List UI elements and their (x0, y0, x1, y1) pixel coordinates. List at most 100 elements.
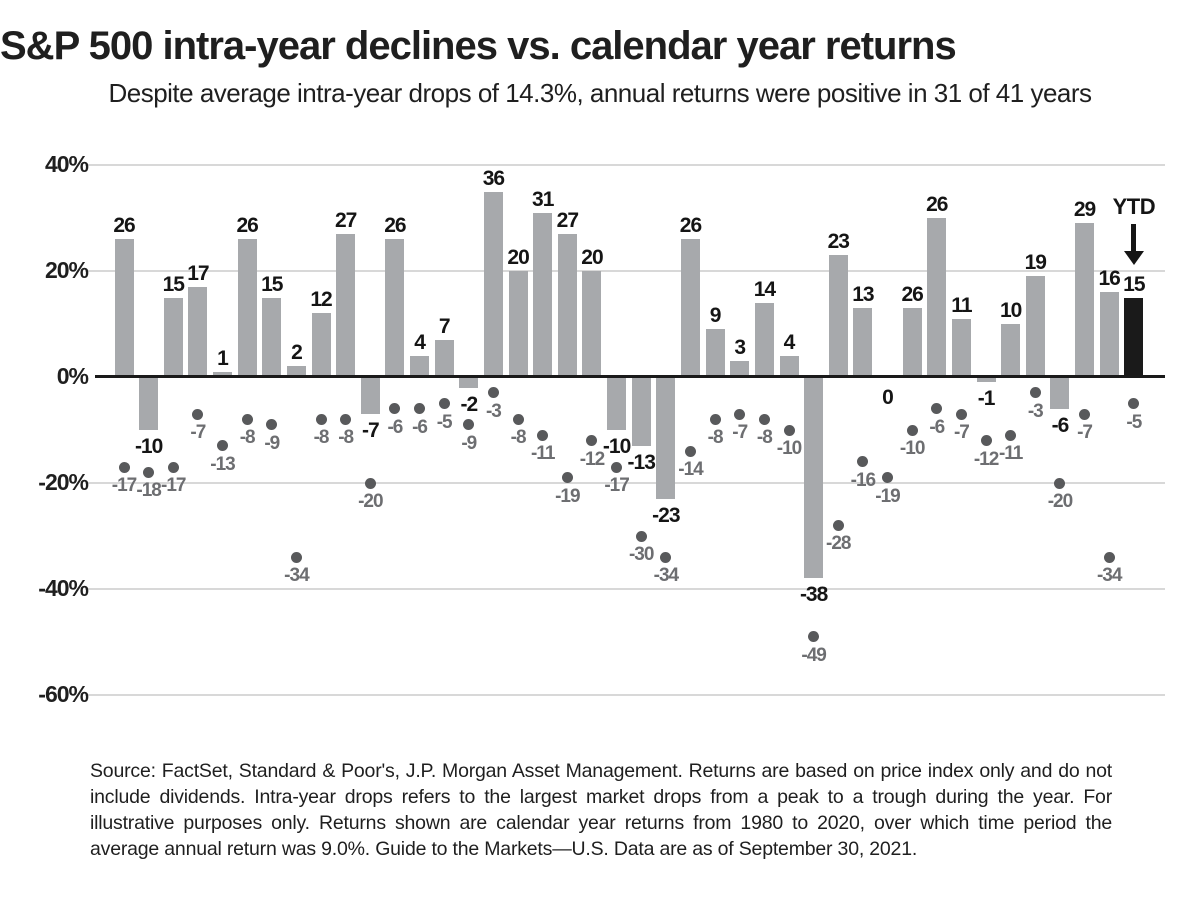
intra-year-decline-dot (487, 387, 499, 399)
intra-year-decline-dot (241, 413, 253, 425)
return-bar (410, 355, 430, 377)
decline-value-label: -19 (875, 485, 900, 507)
bar-value-label: 3 (734, 336, 746, 360)
return-bar (163, 297, 183, 377)
bar-value-label: 36 (482, 166, 505, 190)
intra-year-decline-dot (266, 419, 278, 431)
intra-year-decline-dot (118, 461, 130, 473)
return-bar (582, 271, 602, 377)
intra-year-decline-dot (931, 403, 943, 415)
decline-value-label: -7 (190, 422, 206, 444)
bar-value-label: -23 (652, 503, 680, 527)
bar-value-label: 26 (236, 214, 258, 238)
bar-value-label: 7 (438, 314, 451, 338)
decline-value-label: -20 (358, 491, 383, 512)
decline-value-label: -18 (136, 480, 161, 502)
decline-value-label: -34 (284, 565, 309, 587)
return-bar (508, 271, 528, 377)
bar-value-label: 15 (1123, 272, 1145, 296)
return-bar (705, 329, 725, 377)
intra-year-decline-dot (808, 631, 820, 643)
intra-year-decline-dot (414, 403, 426, 415)
return-bar (237, 239, 257, 377)
return-bar (607, 377, 627, 430)
return-bar (804, 377, 824, 579)
decline-value-label: -8 (756, 427, 773, 449)
intra-year-decline-dot (758, 413, 770, 425)
bar-value-label: 27 (556, 208, 579, 232)
decline-value-label: -13 (210, 453, 235, 475)
page-subtitle: Despite average intra-year drops of 14.3… (108, 78, 1092, 108)
bar-value-label: 12 (310, 288, 332, 312)
y-axis-tick-label: -20% (38, 469, 89, 495)
bar-value-label: 17 (187, 261, 209, 285)
return-bar (656, 377, 676, 499)
intra-year-decline-dot (389, 403, 401, 415)
intra-year-decline-dot (537, 429, 549, 441)
y-gridline (85, 588, 1165, 590)
intra-year-decline-dot (832, 519, 844, 531)
return-bar (262, 297, 282, 377)
return-bar (385, 239, 405, 377)
bar-value-label: 10 (999, 299, 1022, 322)
bar-value-label: 2 (291, 341, 303, 365)
return-bar (434, 339, 454, 377)
decline-value-label: -49 (801, 644, 826, 666)
return-bar (311, 313, 331, 377)
y-gridline (85, 482, 1165, 484)
intra-year-decline-dot (438, 398, 450, 409)
bar-value-label: 26 (679, 214, 702, 238)
decline-value-label: -30 (628, 544, 654, 565)
bar-value-label: 4 (414, 330, 426, 354)
page-title: S&P 500 intra-year declines vs. calendar… (0, 24, 957, 68)
intra-year-decline-dot (684, 445, 696, 457)
return-bar (631, 377, 651, 446)
intra-year-decline-dot (217, 440, 229, 452)
intra-year-decline-dot (635, 530, 647, 542)
return-bar (1025, 276, 1045, 377)
intra-year-decline-dot (1079, 408, 1091, 420)
intra-year-decline-dot (143, 466, 155, 478)
y-axis-tick-label: 20% (44, 257, 89, 283)
decline-value-label: -12 (973, 448, 999, 470)
bar-value-label: -6 (1051, 413, 1070, 437)
return-bar (360, 377, 380, 415)
return-bar (213, 371, 233, 377)
return-bar (1001, 324, 1021, 377)
return-bar (1075, 223, 1095, 377)
decline-value-label: -5 (1126, 411, 1142, 433)
bar-value-label: 11 (951, 293, 972, 317)
decline-value-label: -8 (239, 427, 256, 449)
intra-year-decline-dot (857, 456, 869, 468)
decline-value-label: -14 (678, 459, 703, 481)
return-bar (927, 218, 947, 377)
bar-value-label: 31 (532, 187, 554, 211)
intra-year-decline-dot (709, 413, 721, 425)
bar-value-label: -2 (460, 392, 478, 416)
return-bar (114, 239, 134, 377)
decline-value-label: -6 (387, 416, 403, 438)
intra-year-decline-dot (364, 477, 376, 489)
bar-value-label: -38 (799, 583, 828, 607)
return-bar (976, 377, 996, 383)
return-bar (853, 308, 873, 377)
bar-value-label: 26 (901, 283, 923, 307)
intra-year-decline-dot (1054, 477, 1066, 489)
bar-value-label: 14 (753, 277, 776, 301)
intra-year-decline-dot (611, 461, 623, 473)
decline-value-label: -17 (111, 475, 137, 497)
decline-value-label: -9 (461, 432, 477, 454)
y-gridline (85, 270, 1165, 272)
intra-year-decline-dot (1103, 551, 1115, 563)
return-bar (459, 377, 479, 388)
bar-value-label: 1 (217, 346, 229, 370)
intra-year-decline-dot (882, 472, 894, 484)
bar-value-label: 13 (852, 283, 874, 307)
bar-value-label: 0 (882, 386, 894, 409)
intra-year-decline-dot (586, 435, 598, 447)
decline-value-label: -8 (510, 427, 527, 449)
decline-value-label: -6 (929, 416, 945, 438)
bar-value-label: 27 (334, 208, 357, 232)
intra-year-decline-dot (660, 551, 672, 563)
